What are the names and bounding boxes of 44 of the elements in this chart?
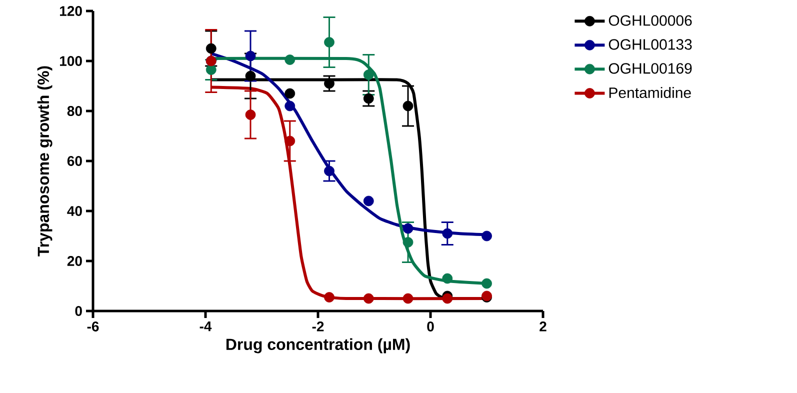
x-tick-label: 0 bbox=[427, 322, 434, 332]
point bbox=[442, 228, 453, 239]
point bbox=[442, 273, 453, 284]
y-tick-label: 120 bbox=[60, 6, 82, 16]
point bbox=[324, 292, 334, 302]
x-tick-label: 2 bbox=[540, 322, 546, 332]
legend-label: OGHL00006 bbox=[608, 15, 692, 26]
point bbox=[402, 293, 414, 304]
y-axis-title: Trypanosome growth (%) bbox=[37, 66, 52, 256]
point bbox=[324, 166, 334, 176]
point bbox=[245, 70, 256, 82]
point bbox=[206, 64, 216, 75]
y-tick-label: 100 bbox=[60, 56, 82, 66]
x-tick-label: -4 bbox=[200, 322, 212, 332]
point bbox=[284, 88, 296, 99]
point bbox=[206, 43, 216, 54]
x-tick-label: -6 bbox=[87, 322, 99, 332]
point bbox=[363, 293, 374, 304]
point bbox=[284, 54, 296, 65]
y-tick-label: 40 bbox=[67, 206, 82, 216]
point bbox=[363, 196, 374, 206]
point bbox=[324, 78, 334, 89]
point bbox=[324, 37, 334, 48]
legend-label: Pentamidine bbox=[609, 87, 691, 98]
point bbox=[402, 223, 414, 234]
point bbox=[363, 70, 374, 80]
point bbox=[442, 293, 453, 304]
y-tick-label: 0 bbox=[75, 306, 82, 316]
point bbox=[363, 93, 374, 104]
y-tick-label: 20 bbox=[67, 256, 82, 266]
legend-label: OGHL00133 bbox=[608, 39, 692, 50]
x-tick-label: -2 bbox=[312, 322, 324, 332]
point bbox=[284, 136, 296, 146]
point bbox=[482, 278, 492, 289]
y-tick-label: 60 bbox=[67, 156, 82, 166]
point bbox=[284, 100, 296, 112]
point bbox=[402, 100, 414, 112]
point bbox=[245, 110, 256, 120]
point bbox=[402, 237, 414, 248]
legend-label: OGHL00169 bbox=[608, 63, 692, 74]
x-axis-title: Drug concentration (µM) bbox=[226, 338, 410, 354]
point bbox=[482, 230, 492, 242]
point bbox=[245, 50, 256, 62]
y-tick-label: 80 bbox=[67, 106, 82, 116]
